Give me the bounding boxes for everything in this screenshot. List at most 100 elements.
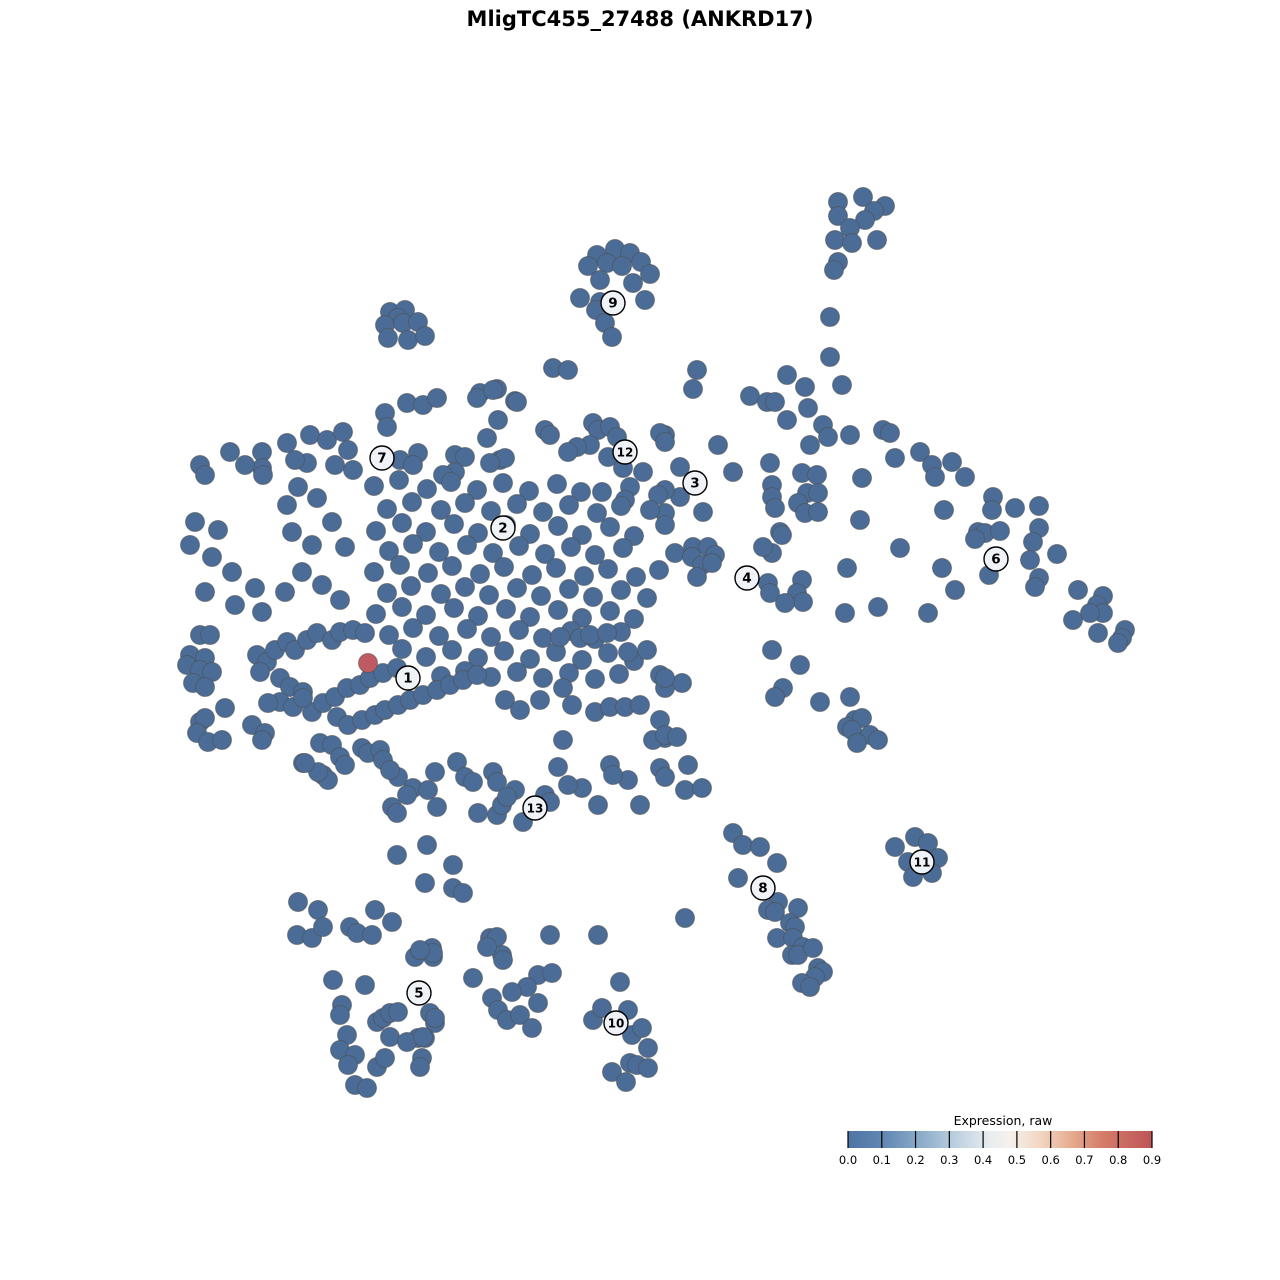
- cluster-label-circle: [682, 470, 708, 496]
- cluster-label: 8: [750, 875, 776, 901]
- data-point: [195, 582, 215, 602]
- data-point: [510, 1005, 530, 1025]
- data-point: [562, 695, 582, 715]
- data-point: [212, 730, 232, 750]
- data-point: [626, 567, 646, 587]
- data-point: [767, 853, 787, 873]
- data-point: [630, 795, 650, 815]
- data-point: [453, 883, 473, 903]
- data-point: [649, 560, 669, 580]
- data-point: [477, 428, 497, 448]
- highlighted-data-point: [358, 653, 378, 673]
- data-point: [548, 516, 568, 536]
- data-point: [832, 375, 852, 395]
- data-point: [377, 417, 397, 437]
- data-point: [493, 950, 513, 970]
- data-point: [793, 592, 813, 612]
- data-point: [431, 584, 451, 604]
- data-point: [810, 692, 830, 712]
- cluster-label-circle: [612, 439, 638, 465]
- data-point: [497, 787, 517, 807]
- cluster-label-circle: [490, 515, 516, 541]
- data-point: [723, 462, 743, 482]
- data-point: [808, 483, 828, 503]
- data-point: [308, 900, 328, 920]
- cluster-label: 9: [600, 290, 626, 316]
- data-point: [317, 430, 337, 450]
- data-point: [800, 435, 820, 455]
- data-point: [480, 453, 500, 473]
- data-point: [388, 1002, 408, 1022]
- data-point: [479, 585, 499, 605]
- points-layer: [177, 187, 1135, 1098]
- cluster-label: 10: [603, 1010, 629, 1036]
- data-point: [364, 562, 384, 582]
- data-point: [530, 690, 550, 710]
- data-point: [1023, 532, 1043, 552]
- data-point: [561, 537, 581, 557]
- data-point: [853, 187, 873, 207]
- data-point: [496, 599, 516, 619]
- data-point: [288, 477, 308, 497]
- data-point: [441, 472, 461, 492]
- data-point: [380, 760, 400, 780]
- cluster-label: 1: [395, 665, 421, 691]
- data-point: [708, 435, 728, 455]
- data-point: [520, 607, 540, 627]
- legend-tick-label: 0.6: [1042, 1153, 1060, 1167]
- data-point: [457, 535, 477, 555]
- data-point: [417, 479, 437, 499]
- data-point: [728, 868, 748, 888]
- data-point: [1068, 580, 1088, 600]
- data-point: [616, 1072, 636, 1092]
- data-point: [665, 543, 685, 563]
- data-point: [842, 233, 862, 253]
- data-point: [571, 482, 591, 502]
- legend-tick-label: 0.2: [906, 1153, 924, 1167]
- data-point: [559, 495, 579, 515]
- data-point: [377, 499, 397, 519]
- data-point: [585, 545, 605, 565]
- data-point: [418, 780, 438, 800]
- data-point: [507, 392, 527, 412]
- data-point: [750, 837, 770, 857]
- data-point: [553, 678, 573, 698]
- cluster-label-circle: [522, 795, 548, 821]
- data-point: [507, 494, 527, 514]
- data-point: [672, 673, 692, 693]
- data-point: [612, 256, 632, 276]
- data-point: [637, 588, 657, 608]
- data-point: [292, 562, 312, 582]
- data-point: [588, 795, 608, 815]
- data-point: [945, 580, 965, 600]
- data-point: [402, 492, 422, 512]
- data-point: [600, 601, 620, 621]
- data-point: [442, 640, 462, 660]
- legend-tick-label: 0.9: [1143, 1153, 1161, 1167]
- cluster-label: 7: [369, 445, 395, 471]
- data-point: [463, 968, 483, 988]
- data-point: [640, 264, 660, 284]
- data-point: [495, 690, 515, 710]
- data-point: [295, 753, 315, 773]
- data-point: [225, 595, 245, 615]
- data-point: [195, 465, 215, 485]
- data-point: [483, 380, 503, 400]
- data-point: [613, 538, 633, 558]
- legend-gradient-bar: [848, 1131, 1152, 1148]
- data-point: [624, 609, 644, 629]
- data-point: [401, 576, 421, 596]
- data-point: [520, 649, 540, 669]
- cluster-label-number: 7: [377, 451, 386, 467]
- data-point: [667, 727, 687, 747]
- data-point: [675, 908, 695, 928]
- data-point: [245, 578, 265, 598]
- data-point: [540, 925, 560, 945]
- data-point: [550, 627, 570, 647]
- data-point: [588, 925, 608, 945]
- legend-tick-label: 0.3: [940, 1153, 958, 1167]
- data-point: [818, 427, 838, 447]
- data-point: [880, 423, 900, 443]
- data-point: [558, 442, 578, 462]
- cluster-label-circle: [983, 546, 1009, 572]
